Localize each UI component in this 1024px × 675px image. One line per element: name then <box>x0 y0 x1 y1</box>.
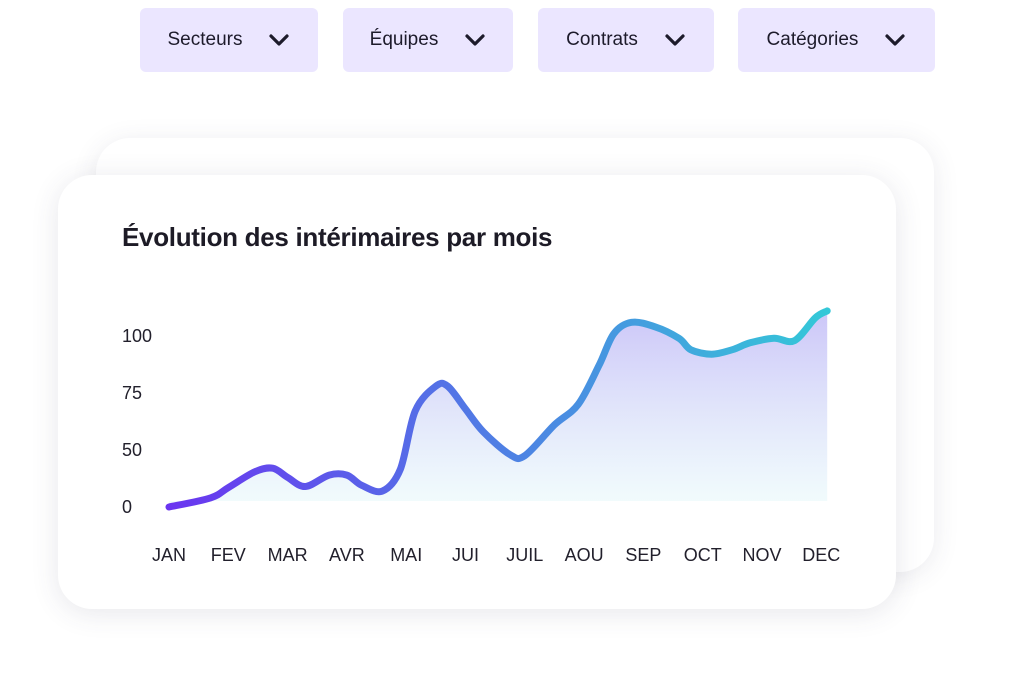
y-tick-label: 75 <box>122 383 142 403</box>
x-tick-label: NOV <box>742 545 781 565</box>
x-tick-label: AVR <box>329 545 365 565</box>
filter-equipes-label: Équipes <box>369 29 439 50</box>
filter-categories-label: Catégories <box>766 29 859 50</box>
chart-card: Évolution des intérimaires par mois 0 50 7… <box>58 175 896 609</box>
filter-contrats-label: Contrats <box>566 29 638 50</box>
x-tick-label: MAR <box>268 545 308 565</box>
chevron-down-icon <box>269 34 290 46</box>
chevron-down-icon <box>465 34 485 46</box>
filter-equipes-dropdown[interactable]: Équipes <box>343 8 513 72</box>
x-tick-label: DEC <box>802 545 840 565</box>
x-tick-label: SEP <box>625 545 661 565</box>
x-tick-label: JUI <box>452 545 479 565</box>
chart-plot: 0 50 75 100 JAN FEV MAR AVR MAI JUI JUIL AOU SEP OCT N… <box>122 307 840 565</box>
filter-categories-dropdown[interactable]: Catégories <box>738 8 935 72</box>
x-tick-label: FEV <box>211 545 246 565</box>
chart-title: Évolution des intérimaires par mois <box>122 222 553 252</box>
y-tick-label: 50 <box>122 440 142 460</box>
y-tick-label: 100 <box>122 326 152 346</box>
chevron-down-icon <box>665 34 685 46</box>
y-tick-label: 0 <box>122 497 132 517</box>
series-area <box>169 310 828 507</box>
x-tick-label: JUIL <box>506 545 543 565</box>
x-tick-label: MAI <box>390 545 422 565</box>
x-tick-label: JAN <box>152 545 186 565</box>
filter-contrats-dropdown[interactable]: Contrats <box>538 8 714 72</box>
filter-secteurs-label: Secteurs <box>167 29 243 50</box>
filter-bar: Secteurs Équipes Contrats Catégories <box>0 8 1024 74</box>
filter-secteurs-dropdown[interactable]: Secteurs <box>140 8 318 72</box>
x-tick-label: AOU <box>565 545 604 565</box>
series-line <box>165 307 831 511</box>
x-tick-label: OCT <box>684 545 722 565</box>
chevron-down-icon <box>885 34 906 46</box>
